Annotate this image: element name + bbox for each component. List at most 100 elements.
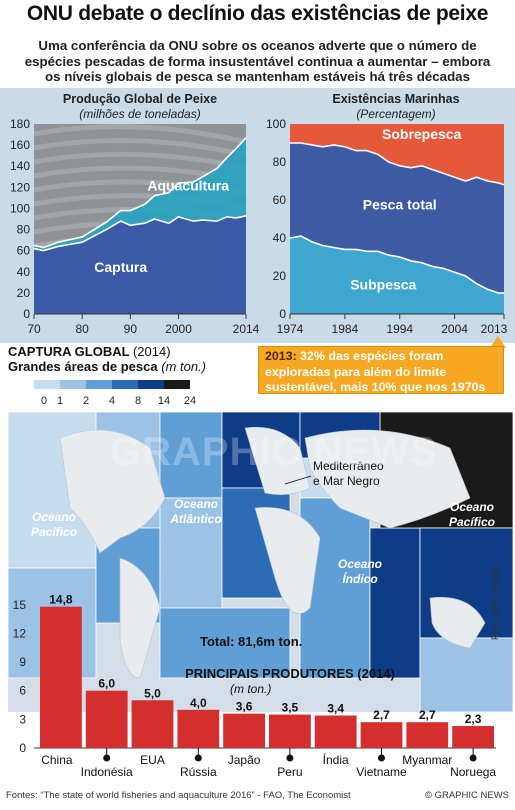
map-heading: Captura Global (2014) — [8, 344, 171, 359]
bar-category-label: Noruega — [450, 765, 496, 779]
production-y-tick-label: 140 — [10, 159, 30, 173]
production-x-tick-label: 2014 — [233, 322, 260, 336]
legend-tick-label: 0 — [41, 395, 47, 407]
note-callout: 2013: 32% das espécies foram exploradas … — [258, 346, 504, 394]
bar — [131, 700, 174, 748]
subtitle-line-1: Uma conferência da ONU sobre os oceanos … — [38, 38, 477, 53]
watermark: GRAPHIC NEWS — [110, 430, 438, 474]
area-atlantic-sw — [159, 607, 291, 679]
production-x-tick-label: 70 — [27, 322, 41, 336]
bar-value-label: 6,0 — [98, 677, 115, 691]
legend-tick-label: 24 — [184, 395, 196, 407]
production-y-tick-label: 60 — [17, 244, 31, 258]
continent-shape-1 — [119, 557, 161, 679]
legend-swatch — [112, 380, 138, 389]
fully-fished-area — [290, 143, 504, 294]
label-pacific-east-2: Pacífico — [449, 515, 495, 529]
production-y-tick-label: 160 — [10, 138, 30, 152]
label-pacific-west-1: Oceano — [32, 510, 76, 524]
bar — [360, 722, 403, 748]
underfishing-line — [289, 235, 504, 294]
bar-leader-dot — [378, 754, 385, 762]
bar-y-tick-label: 6 — [19, 684, 26, 698]
area-indian-east — [369, 527, 421, 679]
bar-y-tick-label: 12 — [13, 626, 27, 640]
bar-y-tick-label: 3 — [19, 712, 26, 726]
bar-category-label: Japão — [228, 753, 261, 767]
stocks-chart-subtitle: (Percentagem) — [356, 107, 436, 121]
map-unit: (m ton.) — [161, 359, 207, 374]
stocks-y-tick-label: 80 — [273, 155, 287, 169]
bar-category-label: Índia — [323, 752, 349, 767]
production-x-tick-label: 2000 — [165, 322, 192, 336]
stocks-x-tick-label: 1974 — [277, 322, 304, 336]
underfishing-label: Subpesca — [350, 276, 416, 292]
continent-shape-2 — [244, 426, 311, 495]
legend-swatch — [138, 380, 164, 389]
bar-value-label: 14,8 — [49, 593, 73, 607]
stocks-chart-title: Existências Marinhas — [332, 92, 460, 106]
stocks-x-tick-label: 2004 — [441, 322, 468, 336]
stocks-x-tick-label: 2013 — [481, 322, 508, 336]
bar-value-label: 5,0 — [144, 686, 161, 700]
stocks-y-tick-label: 0 — [279, 307, 286, 321]
page-subtitle: Uma conferência da ONU sobre os oceanos … — [4, 38, 511, 85]
area-pacific-sw — [419, 637, 514, 713]
bar-leader-dot — [194, 754, 202, 762]
production-y-tick-label: 120 — [10, 180, 30, 194]
fishing-areas-map: 0 1 2 4 8 14 24OceanoPacíficoOceanoAtlânticoOc… — [7, 380, 514, 779]
continent-shape-5 — [429, 597, 486, 649]
label-atlantic-2: Atlântico — [169, 512, 221, 526]
fully-fished-label: Pesca total — [363, 197, 437, 213]
legend-tick-label: 2 — [83, 395, 89, 407]
bar — [314, 715, 357, 748]
bar — [40, 606, 82, 748]
production-chart-subtitle: (milhões de toneladas) — [79, 107, 201, 121]
legend-swatch — [34, 380, 60, 389]
legend-tick-label: 1 — [57, 395, 63, 407]
production-plot-texture — [33, 151, 247, 171]
bar-chart-title: PRINCIPAIS PRODUTORES (2014) — [185, 666, 395, 681]
production-chart: 0 20 40 60 80 100 120 140 160 180 70 80 90 2000 2014 Aq… — [10, 117, 260, 336]
legend-swatch — [60, 380, 86, 389]
bar-y-tick-label: 15 — [13, 598, 27, 612]
bar — [177, 709, 220, 748]
bar — [223, 713, 265, 748]
legend-swatch — [86, 380, 112, 389]
note-year: 2013: — [265, 349, 297, 363]
bar-leader-dot — [286, 754, 294, 762]
stocks-y-tick-label: 40 — [273, 231, 287, 245]
overfishing-label: Sobrepesca — [382, 126, 462, 142]
map-subheading-text: Grandes áreas de pesca — [8, 359, 158, 374]
continent-shape-4 — [304, 429, 471, 529]
bar-category-label: Vietname — [356, 765, 407, 779]
stocks-y-tick-label: 60 — [273, 193, 287, 207]
underfishing-area — [290, 236, 504, 314]
bar — [269, 714, 311, 748]
bar-value-label: 3,4 — [327, 702, 344, 716]
aquaculture-line — [33, 137, 247, 249]
production-plot-texture — [33, 137, 247, 158]
stocks-x-tick-label: 1984 — [332, 322, 359, 336]
production-y-tick-label: 80 — [17, 223, 31, 237]
bar-value-label: 2,7 — [419, 708, 436, 722]
photo-credit: Foto: Getty Images — [490, 563, 500, 640]
production-y-tick-label: 180 — [10, 117, 30, 131]
overfishing-area — [290, 124, 504, 185]
bar-value-label: 2,3 — [465, 712, 482, 726]
fully-fished-line — [290, 142, 505, 186]
stocks-y-tick-label: 100 — [266, 117, 286, 131]
bar-category-label: Peru — [277, 765, 302, 779]
production-x-tick-label: 90 — [124, 322, 138, 336]
bar — [85, 690, 128, 748]
bar-value-label: 2,7 — [373, 708, 390, 722]
label-med-1: Mediterrâneo — [313, 459, 384, 473]
legend-swatch — [164, 380, 190, 389]
sources: Fontes: “The state of world fisheries an… — [6, 790, 351, 801]
legend-tick-label: 14 — [158, 395, 170, 407]
label-pacific-west-2: Pacífico — [31, 525, 77, 539]
bar — [452, 726, 494, 748]
production-y-tick-label: 100 — [10, 201, 30, 215]
stocks-y-tick-label: 20 — [273, 269, 287, 283]
